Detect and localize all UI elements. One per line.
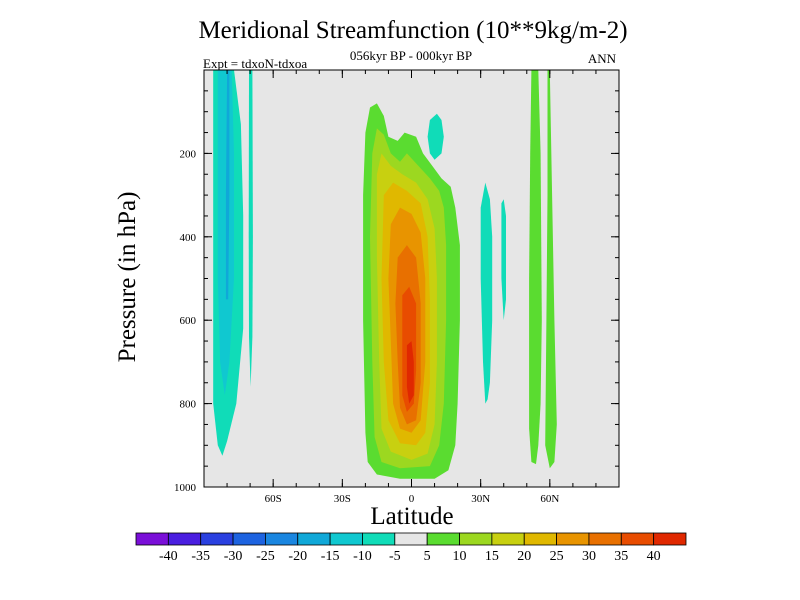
contour-nh-positive-band1	[529, 70, 542, 465]
season-label: ANN	[587, 51, 616, 66]
x-tick-label: 30S	[334, 493, 351, 505]
contour-nh-positive-band2	[545, 70, 557, 469]
y-tick-label: 400	[180, 232, 197, 244]
colorbar-swatch	[523, 532, 557, 546]
colorbar-swatch	[200, 532, 234, 546]
colorbar-swatch	[459, 532, 493, 546]
colorbar-swatch	[135, 532, 169, 546]
colorbar-label: 5	[424, 549, 431, 564]
colorbar-label: -20	[288, 549, 307, 564]
x-tick-label: 0	[409, 493, 415, 505]
x-axis-label: Latitude	[370, 503, 454, 530]
y-tick-label: 1000	[174, 482, 197, 494]
colorbar-swatch	[297, 532, 331, 546]
contour-hadley-40	[406, 341, 414, 404]
colorbar-swatch	[588, 532, 622, 546]
colorbar-swatch	[265, 532, 299, 546]
y-tick-label: 200	[180, 148, 197, 160]
colorbar-label: 25	[550, 549, 564, 564]
contour-nh-negative-blob	[427, 113, 444, 160]
colorbar-swatch	[491, 532, 525, 546]
colorbar-swatch	[329, 532, 363, 546]
contour-sh-negative-strip	[248, 70, 253, 387]
x-tick-label: 60S	[265, 493, 282, 505]
contour-regions	[213, 70, 557, 479]
colorbar-label: -15	[321, 549, 340, 564]
colorbar-label: 10	[453, 549, 467, 564]
colorbar-swatch	[362, 532, 396, 546]
chart-subtitle: 056kyr BP - 000kyr BP	[349, 48, 473, 63]
colorbar: -40 -35 -30 -25 -20 -15 -10 -5 5 10 15 20 25 30 35 40	[135, 532, 687, 564]
colorbar-label: 30	[582, 549, 596, 564]
colorbar-label: -35	[191, 549, 210, 564]
colorbar-label: 40	[647, 549, 661, 564]
colorbar-swatch	[232, 532, 266, 546]
colorbar-label: -30	[224, 549, 243, 564]
colorbar-label: -40	[159, 549, 178, 564]
colorbar-swatch	[426, 532, 460, 546]
x-tick-label: 30N	[471, 493, 490, 505]
colorbar-label: 20	[517, 549, 531, 564]
colorbar-label: -5	[389, 549, 401, 564]
colorbar-label: 35	[614, 549, 628, 564]
colorbar-label: -25	[256, 549, 275, 564]
contour-nh-negative-small	[501, 199, 506, 321]
contour-nh-negative-ferrel	[480, 182, 493, 404]
contour-sh-negative-inner	[225, 70, 230, 300]
colorbar-swatch	[620, 532, 655, 546]
colorbar-swatch	[167, 532, 202, 546]
colorbar-label: 15	[485, 549, 499, 564]
colorbar-label: -10	[353, 549, 372, 564]
experiment-label: Expt = tdxoN-tdxoa	[203, 56, 308, 71]
y-tick-label: 600	[180, 315, 197, 327]
y-tick-label: 800	[180, 399, 197, 411]
x-tick-label: 60N	[540, 493, 559, 505]
colorbar-swatch	[394, 532, 428, 546]
colorbar-swatch	[653, 532, 687, 546]
colorbar-swatch	[556, 532, 590, 546]
chart-title: Meridional Streamfunction (10**9kg/m-2)	[198, 17, 628, 44]
axis-ticks: 60S 30S 0 30N 60N 200 400 600 800 1000	[174, 70, 619, 505]
